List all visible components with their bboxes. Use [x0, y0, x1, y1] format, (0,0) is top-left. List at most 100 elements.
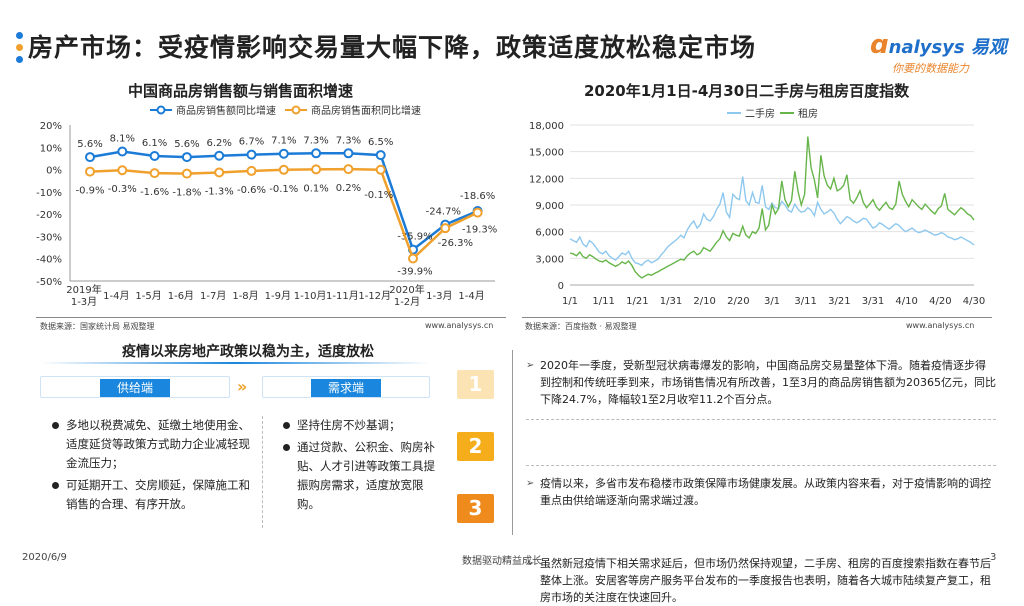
supply-side-bar: 供给端 — [40, 376, 230, 398]
x-tick-label: 1-10月 — [294, 290, 327, 302]
x-tick-label: 3/21 — [828, 296, 850, 307]
x-tick-label: 1/11 — [592, 296, 614, 307]
data-point — [85, 166, 95, 177]
data-point — [343, 164, 354, 175]
data-label: 6.1% — [142, 138, 167, 149]
data-point — [149, 168, 160, 179]
x-tick-label: 1-4月 — [458, 290, 484, 302]
point-text-3: 虽然新冠疫情下相关需求延后，但市场仍然保持观望，二手房、租房的百度搜索指数在春节… — [526, 555, 996, 606]
x-tick-label: 1-11月 — [326, 290, 359, 302]
supply-side-list: 多地以税费减免、延缴土地使用金、适度延贷等政策方式助力企业减轻现金流压力； 可延… — [52, 416, 252, 517]
policy-divider — [262, 416, 263, 528]
data-point — [117, 146, 128, 157]
data-point — [278, 148, 289, 159]
x-tick-label: 2/20 — [727, 296, 749, 307]
point-separator — [526, 419, 996, 420]
data-label: 6.5% — [368, 137, 393, 148]
x-tick-label: 3/1 — [764, 296, 780, 307]
data-point — [246, 149, 257, 160]
y-tick-label: 3,000 — [535, 254, 564, 265]
point-text-1: 2020年一季度，受新型冠状病毒爆发的影响，中国商品房交易量整体下滑。随着疫情逐… — [526, 357, 996, 408]
y-tick-label: 9,000 — [535, 201, 564, 212]
data-point — [408, 253, 418, 264]
footer-slogan: 数据驱动精益成长 — [462, 556, 542, 567]
point-number-3: 3 — [457, 494, 494, 523]
series-line — [569, 136, 975, 279]
x-tick-label: 2019年 1-3月 — [66, 283, 101, 308]
data-point — [311, 164, 322, 175]
x-tick-label: 3/11 — [794, 296, 816, 307]
page-number: 3 — [990, 552, 997, 563]
analysys-logo: ɑnalysys 易观 你要的数据能力 — [870, 30, 1018, 76]
points-vertical-line — [512, 350, 513, 535]
right-chart-source: 数据来源：百度指数 · 易观整理 — [525, 322, 637, 331]
x-tick-label: 2/10 — [693, 296, 715, 307]
data-label: -24.7% — [426, 207, 461, 218]
data-point — [85, 152, 95, 163]
point-separator — [526, 465, 996, 466]
x-tick-label: 3/31 — [862, 296, 884, 307]
data-point — [149, 150, 160, 161]
y-tick-label: -50% — [36, 277, 62, 288]
demand-item: 通过贷款、公积金、购房补贴、人才引进等政策工具提振购房需求，适度放宽限购。 — [283, 438, 441, 514]
legend-label: 二手房 — [745, 107, 775, 120]
footer-date: 2020/6/9 — [22, 552, 67, 563]
data-label: -1.8% — [172, 188, 201, 199]
logo-tagline: 你要的数据能力 — [892, 62, 969, 75]
supply-item: 多地以税费减免、延缴土地使用金、适度延贷等政策方式助力企业减轻现金流压力； — [52, 416, 252, 473]
data-label: 7.3% — [336, 135, 361, 146]
legend-label: 商品房销售额同比增速 — [176, 104, 276, 117]
y-tick-label: 12,000 — [529, 174, 564, 185]
y-tick-label: -30% — [36, 232, 62, 243]
data-label: -0.1% — [364, 190, 393, 201]
x-tick-label: 1-3月 — [426, 290, 452, 302]
data-label: -26.3% — [438, 238, 473, 249]
y-tick-label: 15,000 — [529, 148, 564, 159]
data-label: 0.1% — [303, 183, 328, 194]
data-point — [440, 223, 451, 234]
y-tick-label: -20% — [36, 210, 62, 221]
data-point — [181, 152, 192, 163]
data-label: 0.2% — [336, 183, 361, 194]
legend-label: 租房 — [798, 107, 818, 120]
data-point — [214, 150, 225, 161]
x-tick-label: 1-8月 — [232, 290, 258, 302]
x-tick-label: 1/31 — [660, 296, 682, 307]
policy-title-underline — [40, 362, 430, 364]
y-tick-label: 20% — [40, 121, 62, 132]
legend-marker — [156, 105, 166, 115]
point-text-2: 疫情以来，多省市发布稳楼市政策保障市场健康发展。从政策内容来看，对于疫情影响的调… — [526, 475, 996, 509]
left-chart-source: 数据来源：国家统计局 易观整理 — [40, 322, 155, 331]
left-chart-url: www.analysys.cn — [425, 321, 494, 330]
data-point — [181, 168, 192, 179]
data-label: 7.3% — [303, 135, 328, 146]
data-label: -0.6% — [237, 185, 266, 196]
data-point — [375, 164, 386, 175]
y-tick-label: 18,000 — [529, 121, 564, 132]
x-tick-label: 1-4月 — [103, 290, 129, 302]
data-point — [214, 167, 225, 178]
x-tick-label: 4/10 — [895, 296, 917, 307]
x-tick-label: 1-12月 — [358, 290, 391, 302]
data-point — [278, 164, 289, 175]
data-point — [343, 148, 354, 159]
x-tick-label: 1/21 — [626, 296, 648, 307]
data-point — [472, 207, 483, 218]
x-tick-label: 1/1 — [562, 296, 578, 307]
title-decoration-dots — [10, 32, 30, 68]
data-label: -18.6% — [460, 191, 495, 202]
x-tick-label: 1-5月 — [135, 290, 161, 302]
data-label: 7.1% — [271, 136, 296, 147]
data-label: -0.1% — [269, 184, 298, 195]
data-point — [246, 165, 257, 176]
policy-section-title: 疫情以来房地产政策以稳为主，适度放松 — [122, 344, 374, 360]
data-label: 8.1% — [110, 134, 135, 145]
y-tick-label: -10% — [36, 188, 62, 199]
y-tick-label: 0% — [46, 166, 62, 177]
data-label: -35.9% — [397, 232, 432, 243]
x-tick-label: 1-7月 — [200, 290, 226, 302]
sales-growth-chart: 20%10%0%-10%-20%-30%-40%-50%2019年 1-3月1-4… — [36, 104, 497, 308]
data-label: -1.6% — [140, 187, 169, 198]
logo-mark-icon: ɑ — [870, 30, 889, 60]
data-label: -39.9% — [397, 266, 432, 277]
